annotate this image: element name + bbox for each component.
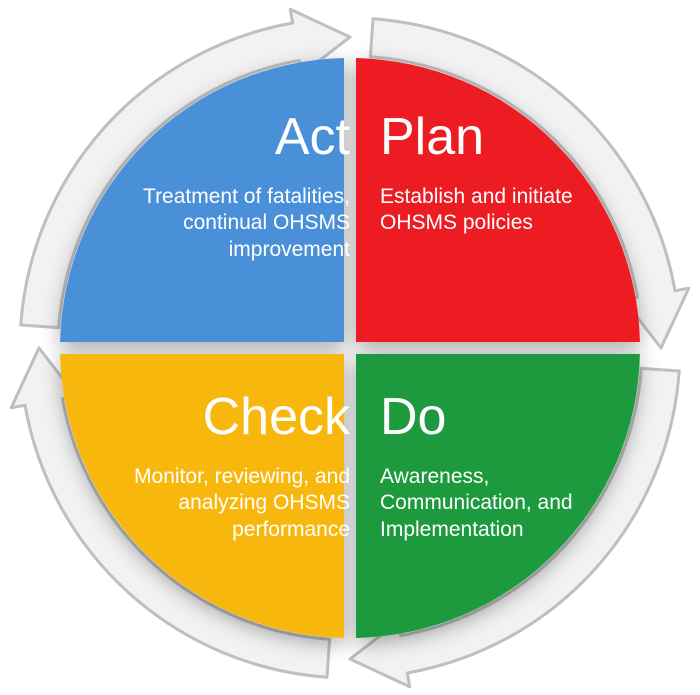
- pdca-svg: [0, 0, 700, 695]
- quadrant-do: Do Awareness, Communication, and Impleme…: [380, 385, 610, 543]
- quadrant-plan-title: Plan: [380, 105, 590, 170]
- quadrant-plan: Plan Establish and initiate OHSMS polici…: [380, 105, 590, 237]
- quadrant-act: Act Treatment of fatalities, continual O…: [110, 105, 350, 263]
- quadrant-do-title: Do: [380, 385, 610, 450]
- quadrant-check-title: Check: [110, 385, 350, 450]
- quadrant-act-title: Act: [110, 105, 350, 170]
- quadrant-check: Check Monitor, reviewing, and analyzing …: [110, 385, 350, 543]
- quadrant-do-body: Awareness, Communication, and Implementa…: [380, 464, 610, 543]
- quadrant-plan-body: Establish and initiate OHSMS policies: [380, 184, 590, 237]
- quadrant-check-body: Monitor, reviewing, and analyzing OHSMS …: [110, 464, 350, 543]
- pdca-diagram: Plan Establish and initiate OHSMS polici…: [0, 0, 700, 695]
- quadrant-act-body: Treatment of fatalities, continual OHSMS…: [110, 184, 350, 263]
